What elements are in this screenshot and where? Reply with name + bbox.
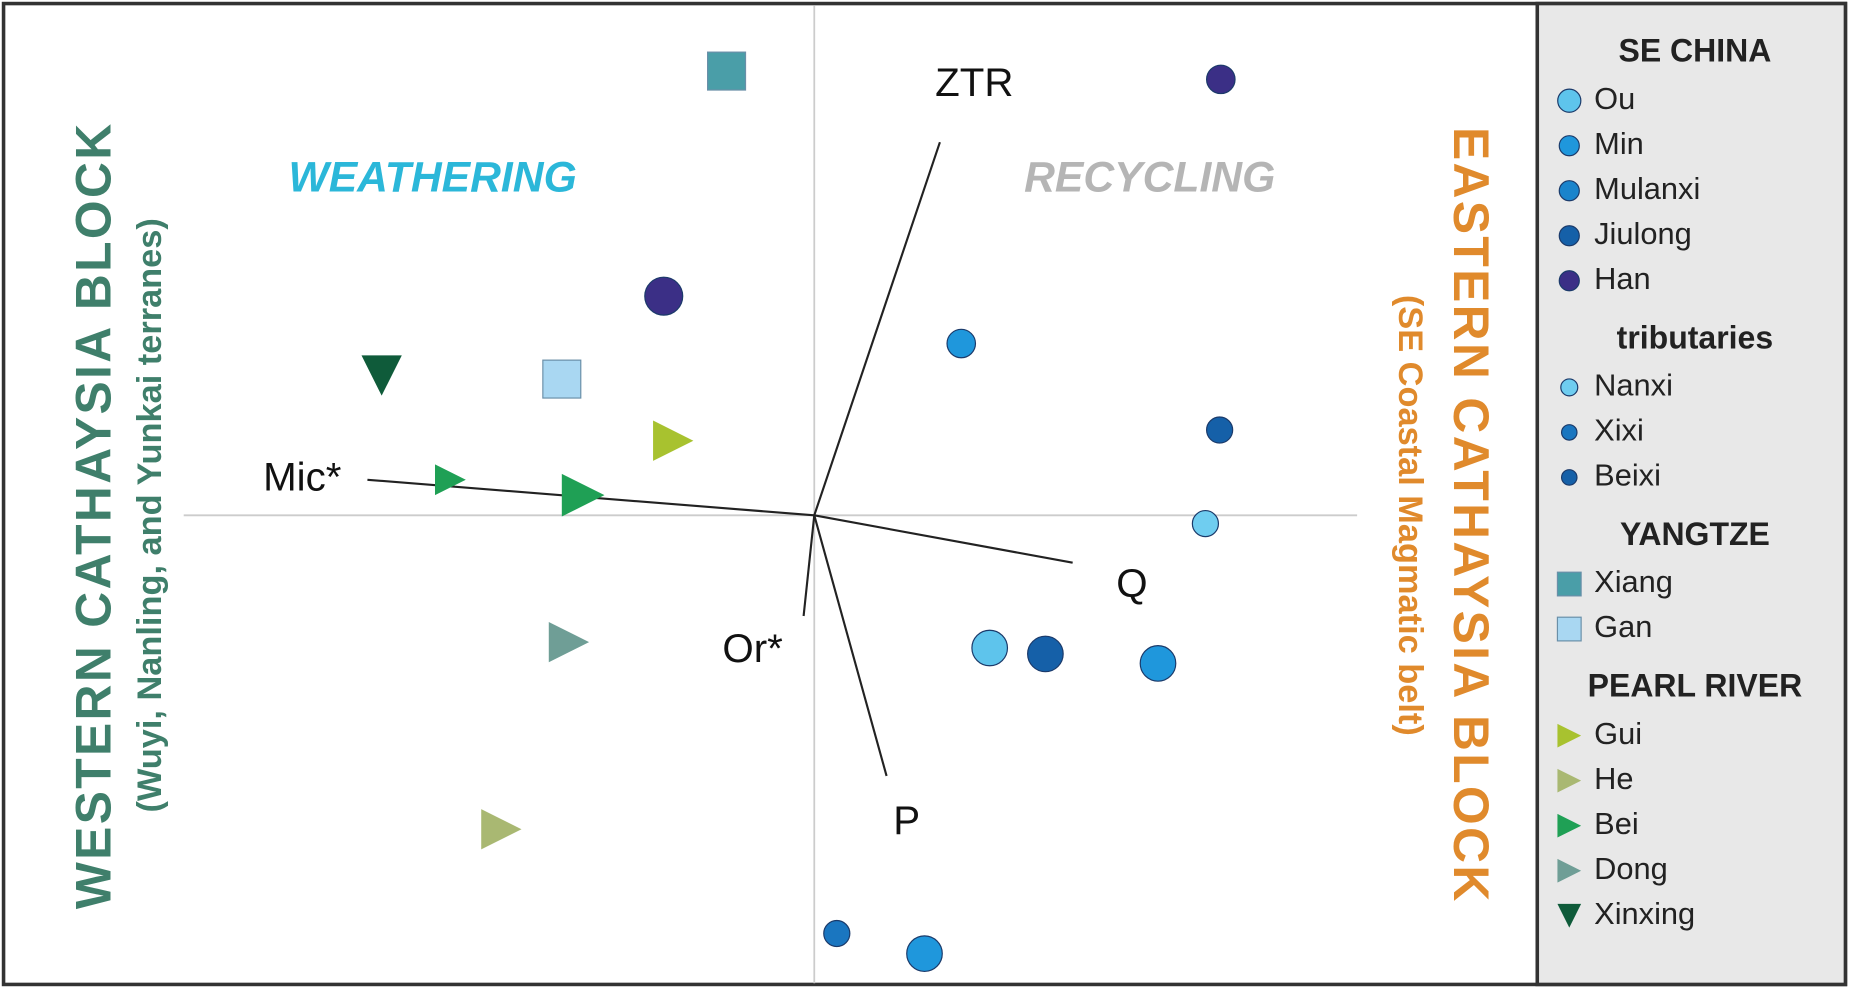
legend-label: Mulanxi [1594,171,1700,206]
sample-point [971,629,1009,667]
sample-point [1139,645,1177,682]
legend-marker [1557,858,1582,883]
block-label: EASTERN CATHAYSIA BLOCK [1443,127,1499,904]
process-label: WEATHERING [288,153,576,201]
legend-marker [1560,424,1578,441]
legend-label: Bei [1594,806,1639,841]
block-label: WESTERN CATHAYSIA BLOCK [65,121,121,909]
sample-point [1205,64,1236,95]
legend-panel [1535,1,1848,987]
legend-heading: YANGTZE [1620,516,1770,552]
sample-point [644,276,684,316]
legend-marker [1558,225,1580,247]
vector-label: Mic* [263,454,342,499]
vector-label: Or* [722,626,783,671]
legend-label: Nanxi [1594,368,1673,403]
legend-label: Xinxing [1594,896,1695,931]
legend-label: Han [1594,261,1651,296]
legend-marker [1557,723,1582,748]
sample-point [707,51,747,91]
sample-point [906,935,943,973]
legend-marker [1558,180,1580,202]
sample-point [946,328,977,359]
legend-heading: tributaries [1617,319,1773,355]
loading-vector [813,141,941,516]
legend-label: Jiulong [1594,216,1692,251]
legend-marker [1557,813,1582,838]
loading-vector [814,514,1073,564]
vector-label: P [893,798,920,843]
block-sublabel: (Wuyi, Nanling, and Yunkai terranes) [131,218,169,812]
legend-marker [1560,469,1578,486]
legend-marker [1560,378,1579,397]
sample-point [823,919,851,948]
legend-marker [1557,903,1582,928]
sample-point [548,621,590,663]
sample-point [653,420,694,461]
sample-point [481,809,522,850]
legend-marker [1557,88,1582,113]
loading-vector [802,515,816,617]
legend-label: Min [1594,126,1644,161]
legend-marker [1556,571,1582,597]
legend-label: He [1594,761,1633,796]
block-sublabel: (SE Coastal Magmatic belt) [1391,295,1429,736]
legend-label: Ou [1594,81,1635,116]
loading-vector [813,515,888,777]
legend-marker [1558,135,1580,157]
sample-point [561,473,605,517]
sample-point [1027,635,1064,673]
legend-label: Xixi [1594,413,1644,448]
legend-label: Gan [1594,609,1652,644]
sample-point [1205,416,1234,444]
process-label: RECYCLING [1024,153,1275,201]
legend-label: Beixi [1594,458,1661,493]
vector-label: ZTR [935,60,1013,105]
legend-marker [1557,768,1582,793]
sample-point [361,355,402,396]
legend-heading: PEARL RIVER [1588,668,1803,704]
sample-point [1191,509,1220,538]
legend-marker [1558,270,1580,292]
legend-label: Xiang [1594,564,1673,599]
legend-marker [1556,616,1582,642]
legend-heading: SE CHINA [1618,33,1771,69]
sample-point [542,359,582,399]
sample-point [434,464,466,496]
legend-label: Dong [1594,851,1668,886]
legend-label: Gui [1594,716,1642,751]
vector-label: Q [1116,561,1147,606]
